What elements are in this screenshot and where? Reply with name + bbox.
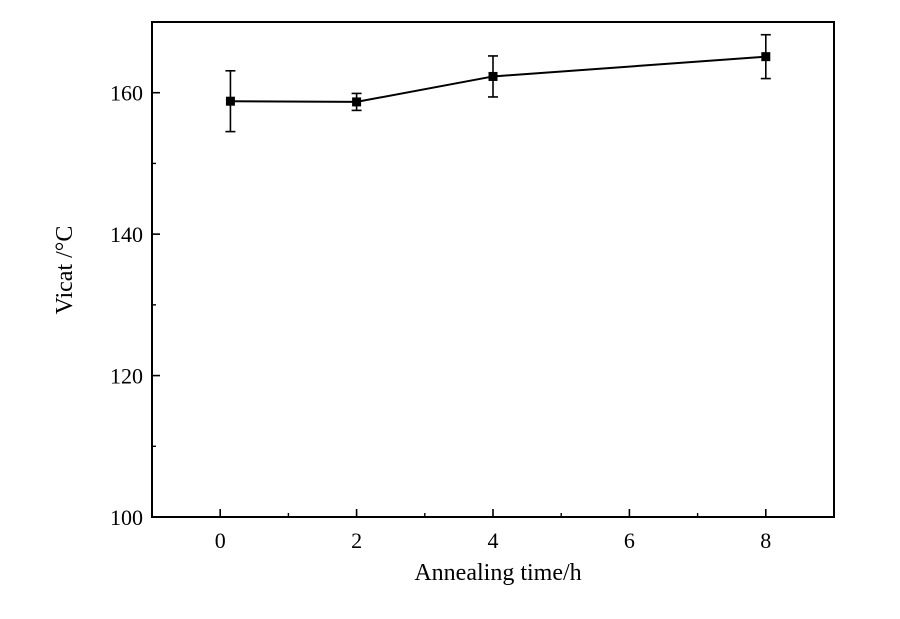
- x-axis: 0 2 4 6 8: [151, 509, 835, 553]
- x-tick-label: 2: [351, 528, 362, 553]
- x-axis-title: Annealing time/h: [414, 560, 581, 586]
- y-tick-label: 140: [110, 222, 143, 247]
- series-line: [230, 55, 766, 103]
- x-tick-label: 6: [624, 528, 635, 553]
- x-tick-label: 8: [760, 528, 771, 553]
- y-tick-label: 160: [110, 81, 143, 106]
- y-axis: 100 120 140 160: [110, 81, 160, 530]
- x-tick-label: 0: [215, 528, 226, 553]
- data-point: [352, 97, 362, 107]
- data-point: [761, 52, 771, 62]
- y-axis-title: Vicat /°C: [52, 226, 78, 315]
- data-series: [225, 33, 771, 133]
- y-tick-label: 100: [110, 505, 143, 530]
- data-point: [225, 96, 235, 106]
- x-tick-label: 4: [488, 528, 499, 553]
- y-tick-label: 120: [110, 364, 143, 389]
- data-point: [488, 71, 498, 81]
